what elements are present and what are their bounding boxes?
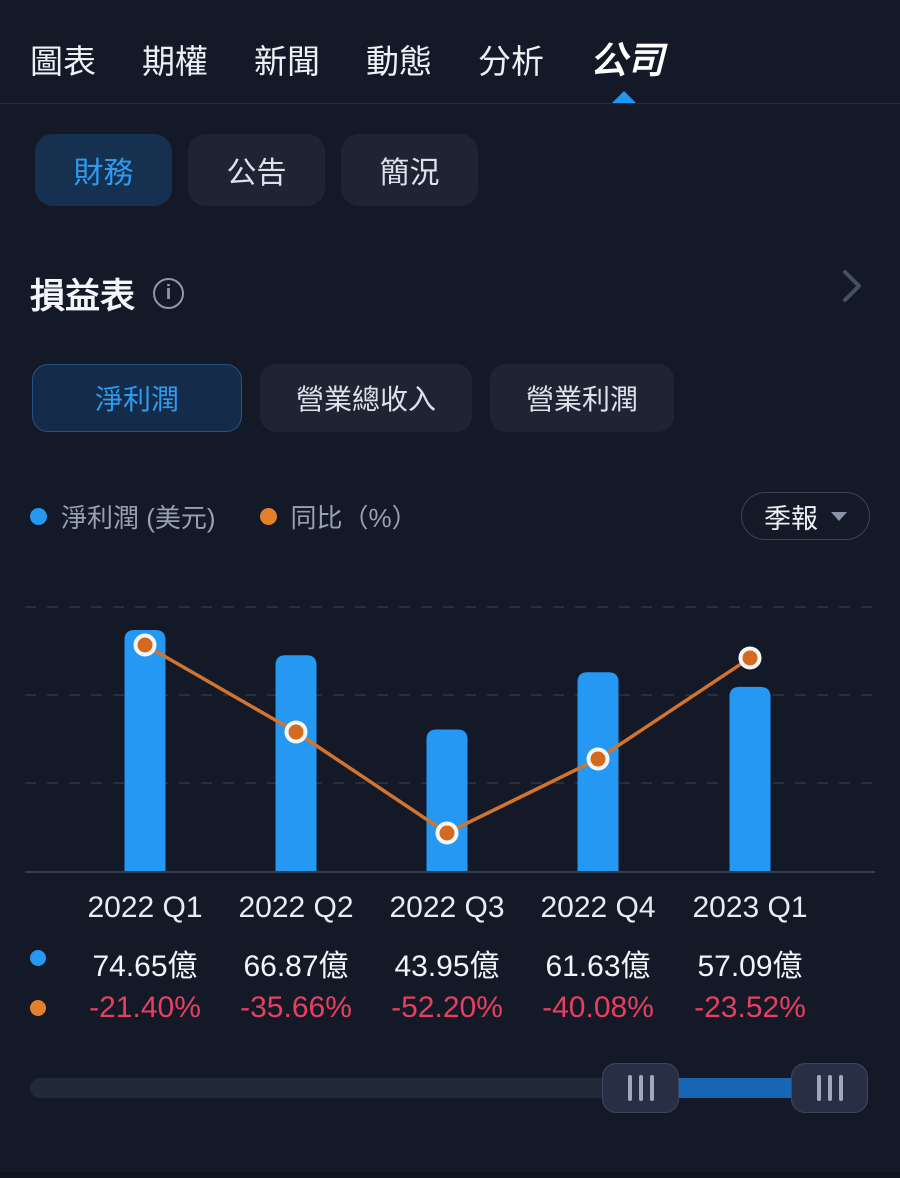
section-title: 損益表 [30,277,136,316]
range-handle-left[interactable] [602,1063,679,1113]
info-icon[interactable]: i [153,278,185,309]
legend-dot-icon [259,507,277,525]
scrollbar-selected-range[interactable] [677,1078,794,1098]
legend-dot-icon [30,507,47,525]
metric-tab-2[interactable]: 營業總收入 [260,364,473,432]
quarter-label: 2022 Q3 [389,891,505,924]
bar-2022 Q4 [577,672,619,872]
yoy-point-2022 Q3 [435,821,459,845]
legend-item-2: 同比（%） [259,498,418,535]
yoy-point-2023 Q1 [738,646,762,670]
bar-2023 Q1 [729,686,771,872]
profit-value: 43.95億 [394,950,500,983]
legend-label: 同比（%） [290,502,418,533]
nav-item-6[interactable]: 公司 [590,40,664,81]
range-handle-right[interactable] [791,1063,868,1113]
top-nav: 圖表 期權 新聞 動態 分析 公司 [0,0,900,104]
legend-item-1: 淨利潤 (美元) [30,498,216,535]
chevron-right-icon[interactable] [840,266,864,311]
yoy-value: -21.40% [89,991,201,1024]
metric-tabs: 淨利潤 營業總收入 營業利潤 [32,364,675,432]
profit-value: 66.87億 [243,950,349,983]
bar-2022 Q3 [426,729,468,872]
metric-tab-3[interactable]: 營業利潤 [490,364,675,432]
bottom-section-divider [0,1172,900,1178]
yoy-value: -40.08% [542,991,654,1024]
quarter-label: 2022 Q2 [238,891,354,924]
yoy-point-2022 Q1 [133,633,157,657]
yoy-point-2022 Q2 [284,720,308,744]
period-dropdown[interactable]: 季報 [741,492,870,540]
company-subpage-tabs: 財務 公告 簡況 [35,134,478,206]
profit-value: 61.63億 [545,950,651,983]
tab-3[interactable]: 簡況 [341,134,478,206]
period-dropdown-label: 季報 [764,503,818,534]
yoy-value: -52.20% [391,991,503,1024]
active-tab-indicator-triangle [612,91,636,103]
nav-item-4[interactable]: 動態 [366,43,432,80]
income-statement-header: 損益表 i [30,268,870,319]
bar-2022 Q2 [275,655,317,872]
quarter-label: 2022 Q4 [540,891,656,924]
yoy-point-2022 Q4 [586,747,610,771]
profit-value: 74.65億 [92,950,198,983]
legend-label: 淨利潤 (美元) [61,502,216,533]
legend-row: 淨利潤 (美元) 同比（%） 季報 [30,492,870,540]
profit-yoy-chart [25,606,875,873]
quarter-label: 2022 Q1 [87,891,203,924]
chart-canvas[interactable] [0,585,900,885]
nav-item-2[interactable]: 期權 [142,43,208,80]
tab-1[interactable]: 財務 [35,134,172,206]
quarter-label: 2023 Q1 [692,891,808,924]
chart-data-table: 2022 Q1 74.65億 -21.40% 2022 Q2 66.87億 -35.66%… [0,885,900,1045]
metric-tab-1[interactable]: 淨利潤 [32,364,242,432]
yoy-value: -35.66% [240,991,352,1024]
nav-item-1[interactable]: 圖表 [30,43,96,80]
yoy-row-dot-icon [30,1000,46,1016]
time-range-scrollbar [0,1063,900,1115]
yoy-value: -23.52% [694,991,806,1024]
profit-value: 57.09億 [697,950,803,983]
bar-2022 Q1 [124,630,166,872]
tab-2[interactable]: 公告 [188,134,325,206]
nav-item-3[interactable]: 新聞 [254,43,320,80]
chevron-down-icon [831,511,847,521]
profit-row-dot-icon [30,950,46,966]
nav-item-5[interactable]: 分析 [478,43,544,80]
